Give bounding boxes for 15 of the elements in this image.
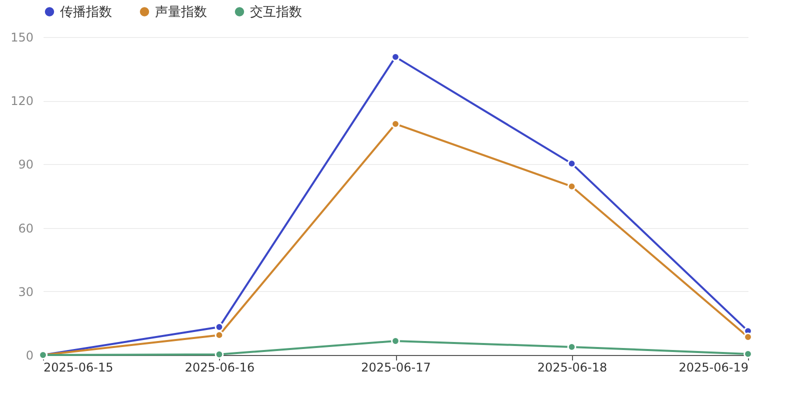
- y-tick-label: 30: [18, 284, 34, 299]
- y-tick-label: 60: [18, 221, 34, 236]
- x-tick-label: 2025-06-16: [184, 360, 255, 374]
- y-tick-label: 150: [10, 30, 34, 44]
- y-tick-label: 0: [26, 348, 34, 362]
- y-tick-label: 120: [10, 94, 34, 108]
- x-tick-label: 2025-06-19: [678, 360, 748, 374]
- point: [214, 322, 224, 332]
- legend-label: 传播指数: [60, 4, 112, 20]
- legend-label: 交互指数: [250, 4, 302, 20]
- x-tick-label: 2025-06-17: [361, 360, 431, 374]
- y-tick-label: 90: [18, 158, 34, 172]
- x-tick-label: 2025-06-18: [537, 360, 608, 374]
- legend-label: 声量指数: [155, 4, 207, 20]
- x-tick-label: 2025-06-15: [44, 360, 114, 374]
